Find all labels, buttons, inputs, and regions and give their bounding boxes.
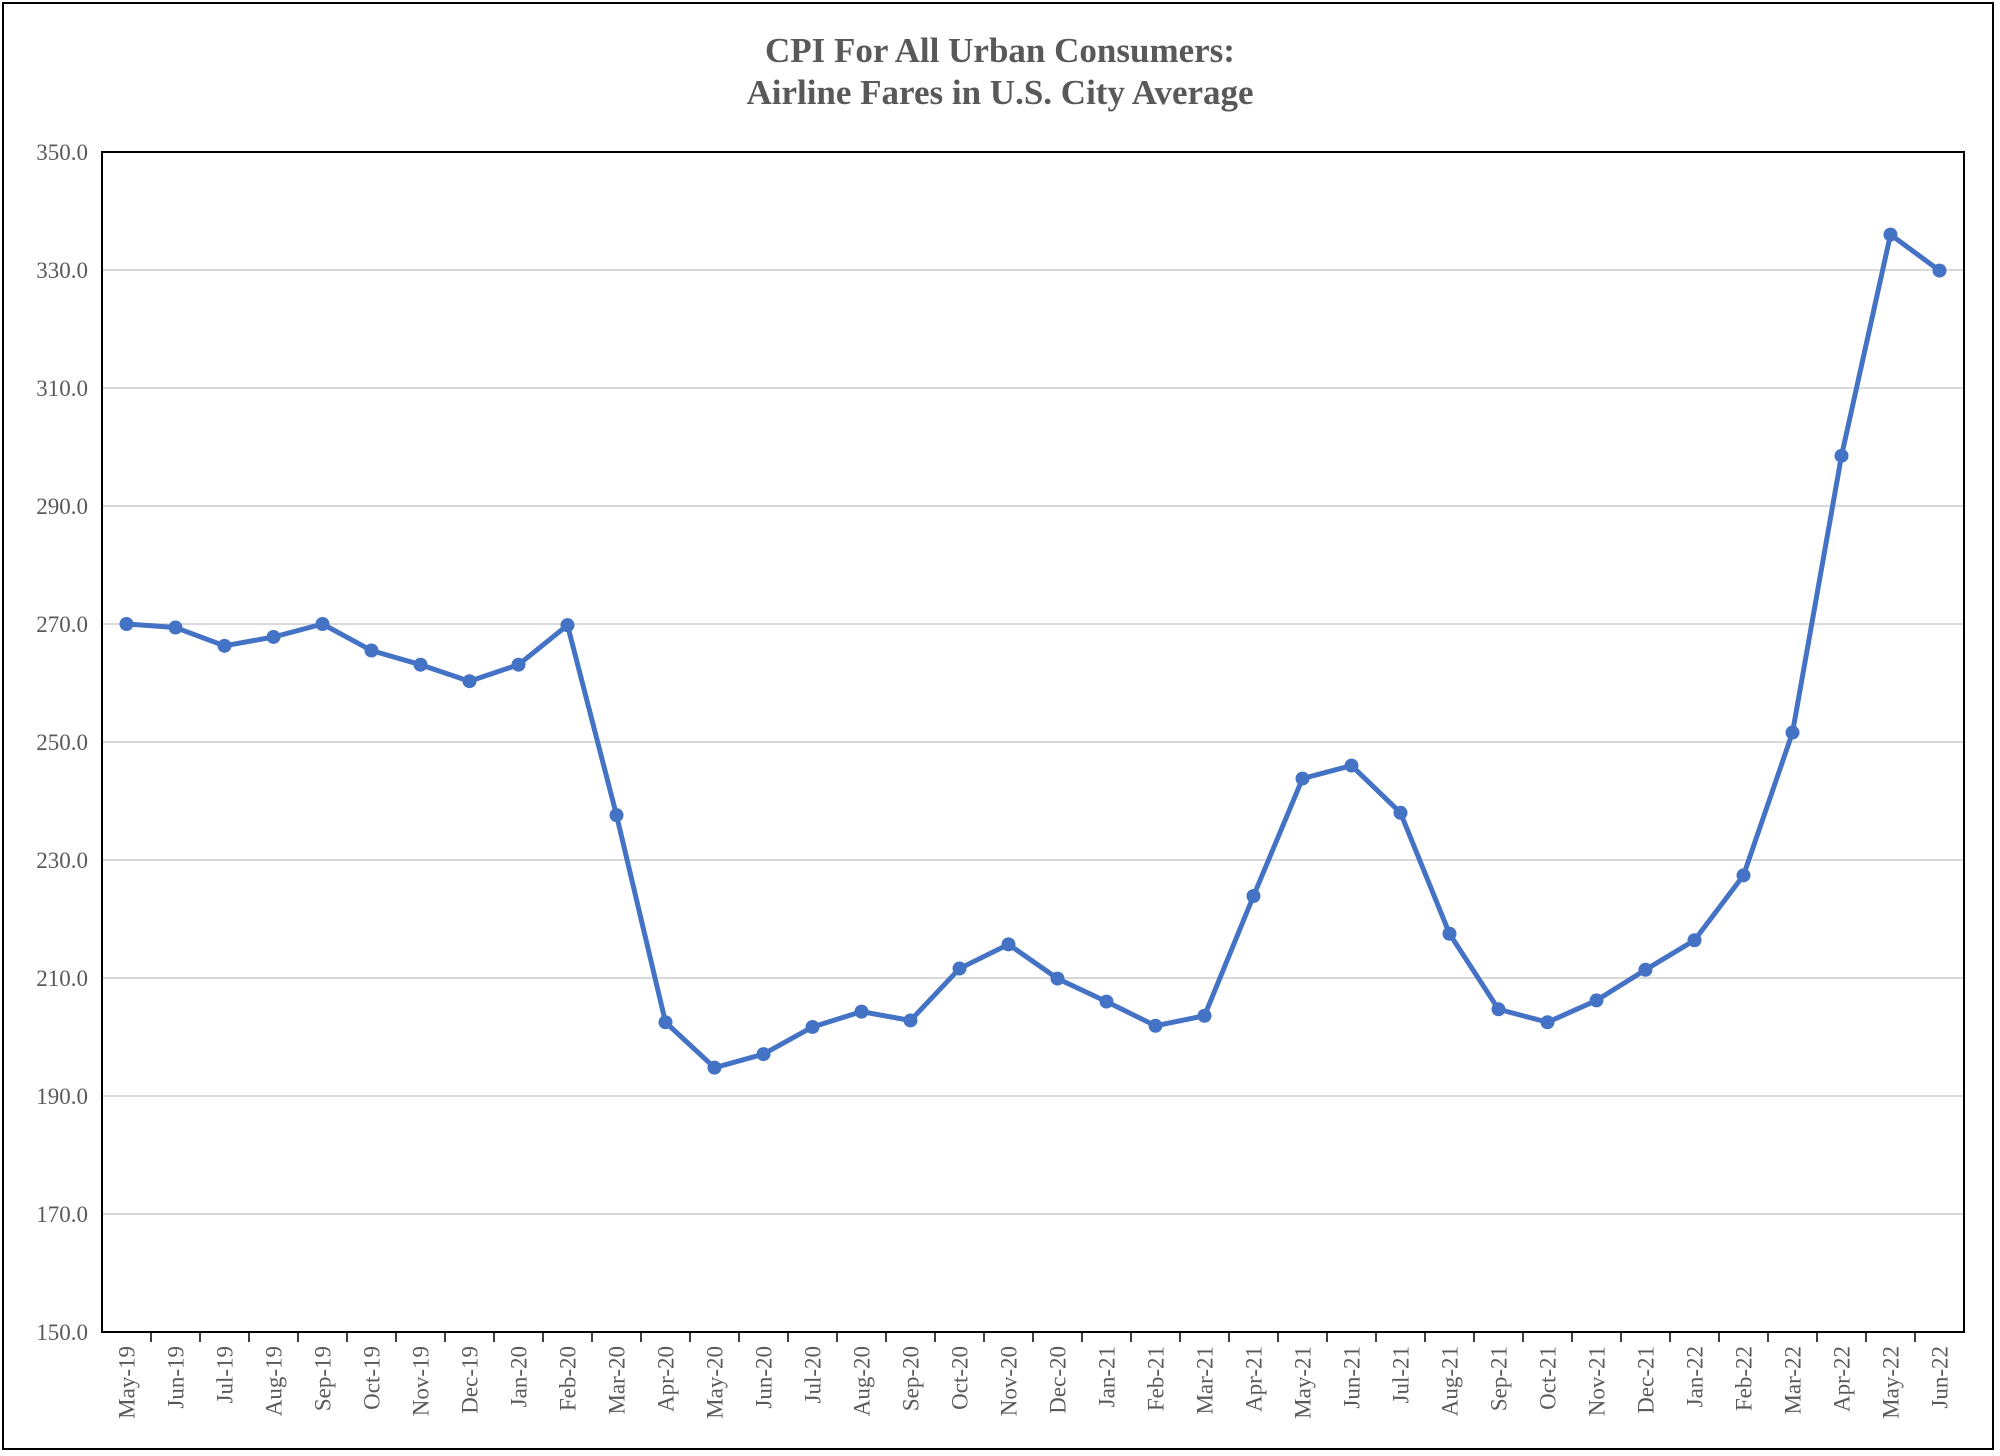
y-tick-label: 210.0 <box>36 966 88 991</box>
y-tick-label: 290.0 <box>36 494 88 519</box>
x-tick-label: May-21 <box>1291 1346 1316 1419</box>
y-tick-label: 350.0 <box>36 140 88 165</box>
x-tick-label: Apr-20 <box>654 1346 679 1412</box>
y-tick-label: 310.0 <box>36 376 88 401</box>
x-tick-label: Jul-21 <box>1389 1346 1414 1404</box>
y-tick-label: 330.0 <box>36 258 88 283</box>
data-point-Mar-22 <box>1785 725 1800 740</box>
y-tick-label: 250.0 <box>36 730 88 755</box>
data-point-Jun-19 <box>168 620 183 635</box>
data-point-May-22 <box>1883 227 1898 242</box>
data-point-Nov-19 <box>413 657 428 672</box>
x-tick-label: Oct-20 <box>948 1346 973 1410</box>
y-tick-label: 270.0 <box>36 612 88 637</box>
data-point-Oct-21 <box>1540 1015 1555 1030</box>
chart-title-line-1: CPI For All Urban Consumers: <box>765 31 1235 70</box>
x-tick-label: Nov-20 <box>997 1346 1022 1416</box>
data-point-Dec-21 <box>1638 962 1653 977</box>
x-tick-label: May-22 <box>1879 1346 1904 1419</box>
x-tick-label: Feb-21 <box>1144 1346 1169 1411</box>
data-point-Apr-22 <box>1834 448 1849 463</box>
x-tick-label: Feb-20 <box>556 1346 581 1411</box>
x-tick-label: Dec-19 <box>458 1346 483 1414</box>
y-tick-label: 170.0 <box>36 1202 88 1227</box>
x-tick-label: Aug-19 <box>262 1346 287 1416</box>
x-tick-label: Apr-21 <box>1242 1346 1267 1412</box>
data-point-May-19 <box>119 617 134 631</box>
x-tick-label: Jun-22 <box>1928 1346 1953 1409</box>
x-tick-label: Mar-21 <box>1193 1346 1218 1415</box>
x-tick-label: Jun-19 <box>164 1346 189 1409</box>
x-tick-label: Mar-22 <box>1781 1346 1806 1415</box>
data-point-Mar-21 <box>1197 1008 1212 1023</box>
data-point-Oct-19 <box>364 643 379 658</box>
x-tick-label: Jan-20 <box>507 1346 532 1407</box>
x-tick-label: Mar-20 <box>605 1346 630 1415</box>
data-point-May-21 <box>1295 771 1310 786</box>
data-point-Dec-20 <box>1050 971 1065 986</box>
x-tick-label: Sep-20 <box>899 1346 924 1411</box>
data-point-Jan-20 <box>511 657 526 672</box>
series-line <box>126 232 1941 1071</box>
x-tick-label: Aug-21 <box>1438 1346 1463 1416</box>
x-tick-label: Feb-22 <box>1732 1346 1757 1411</box>
data-point-Jan-21 <box>1099 994 1114 1009</box>
data-point-Jul-21 <box>1393 805 1408 820</box>
data-point-Mar-20 <box>609 808 624 823</box>
data-point-Jun-20 <box>756 1047 771 1062</box>
data-point-Apr-20 <box>658 1015 673 1030</box>
data-point-Aug-21 <box>1442 926 1457 941</box>
data-point-Jul-19 <box>217 638 232 653</box>
data-point-Aug-19 <box>266 629 281 644</box>
x-tick-label: May-19 <box>115 1346 140 1419</box>
x-tick-label: Jun-21 <box>1340 1346 1365 1409</box>
data-point-Sep-20 <box>903 1013 918 1028</box>
data-point-Sep-19 <box>315 617 330 631</box>
x-tick-label: Aug-20 <box>850 1346 875 1416</box>
data-point-Aug-20 <box>854 1004 869 1019</box>
x-tick-label: Jul-20 <box>801 1346 826 1404</box>
x-tick-label: Dec-20 <box>1046 1346 1071 1414</box>
y-tick-label: 150.0 <box>36 1320 88 1345</box>
x-tick-label: Sep-19 <box>311 1346 336 1411</box>
data-point-Nov-21 <box>1589 993 1604 1008</box>
x-tick-label: Dec-21 <box>1634 1346 1659 1414</box>
data-point-Nov-20 <box>1001 937 1016 952</box>
data-point-Oct-20 <box>952 961 967 976</box>
x-tick-label: Sep-21 <box>1487 1346 1512 1411</box>
y-tick-label: 230.0 <box>36 848 88 873</box>
data-point-Dec-19 <box>462 674 477 689</box>
x-tick-label: Apr-22 <box>1830 1346 1855 1412</box>
data-point-Jun-22 <box>1932 263 1947 278</box>
x-tick-label: May-20 <box>703 1346 728 1419</box>
data-point-Sep-21 <box>1491 1002 1506 1017</box>
data-point-Jul-20 <box>805 1019 820 1034</box>
chart-title-line-2: Airline Fares in U.S. City Average <box>746 73 1253 112</box>
data-point-May-20 <box>707 1060 722 1075</box>
x-tick-label: Oct-21 <box>1536 1346 1561 1410</box>
x-tick-label: Nov-19 <box>409 1346 434 1416</box>
data-point-Jun-21 <box>1344 758 1359 773</box>
x-tick-label: Jun-20 <box>752 1346 777 1409</box>
y-tick-label: 190.0 <box>36 1084 88 1109</box>
data-point-Feb-21 <box>1148 1018 1163 1033</box>
data-point-Jan-22 <box>1687 933 1702 948</box>
x-tick-label: Nov-21 <box>1585 1346 1610 1416</box>
data-point-Apr-21 <box>1246 888 1261 903</box>
x-tick-label: Jan-22 <box>1683 1346 1708 1407</box>
x-tick-label: Jul-19 <box>213 1346 238 1404</box>
x-tick-label: Jan-21 <box>1095 1346 1120 1407</box>
x-tick-label: Oct-19 <box>360 1346 385 1410</box>
data-point-Feb-20 <box>560 618 575 633</box>
data-point-Feb-22 <box>1736 868 1751 883</box>
